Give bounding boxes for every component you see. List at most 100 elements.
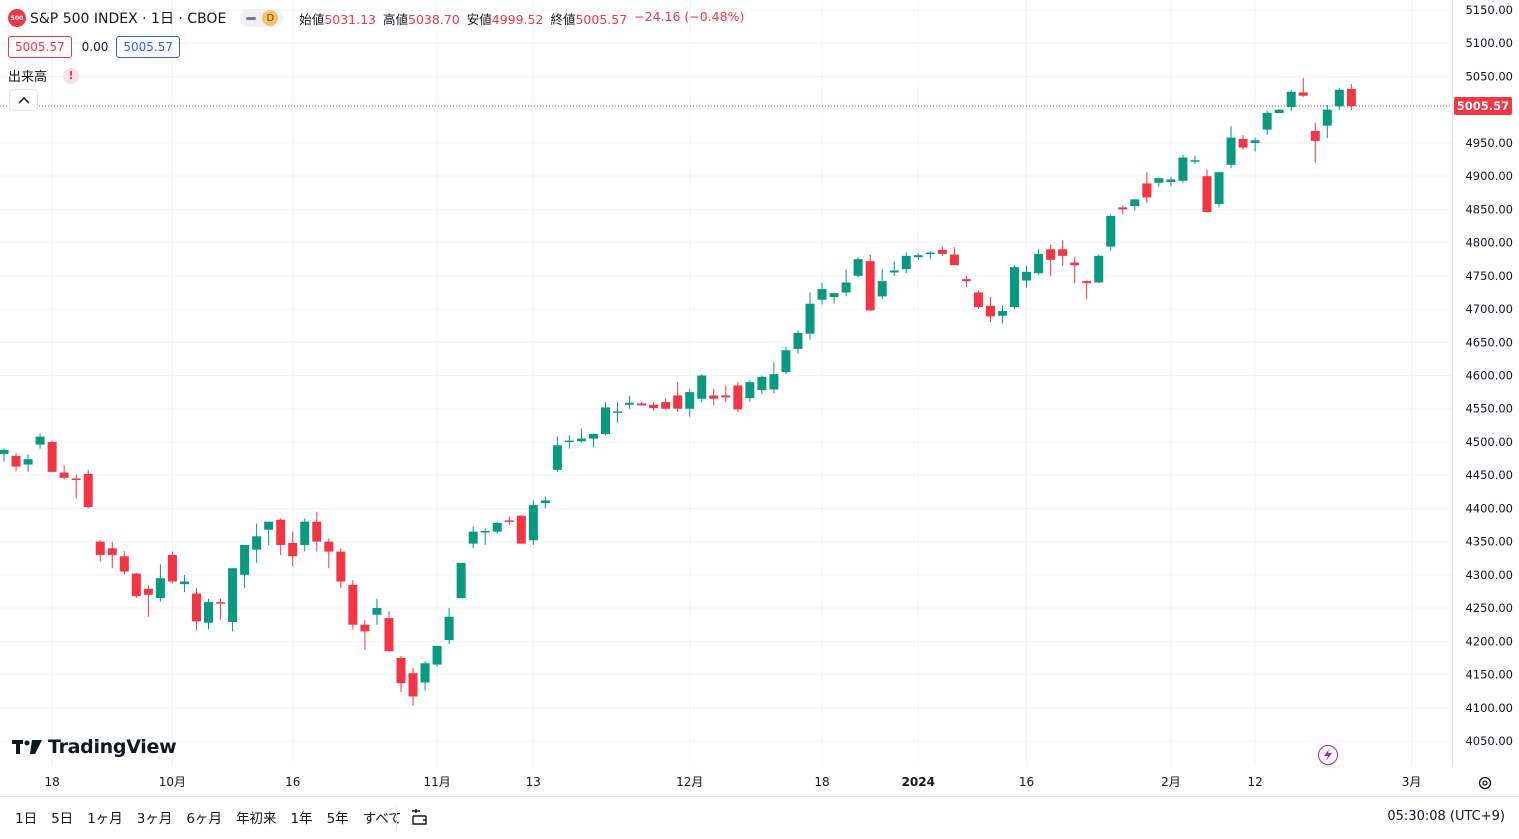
candle[interactable] [637,402,647,406]
candle[interactable] [793,330,803,354]
candle[interactable] [119,550,129,575]
candle[interactable] [985,297,995,323]
candle[interactable] [1082,280,1092,300]
candle[interactable] [228,568,238,632]
candle[interactable] [841,269,851,297]
settings-gear-icon[interactable] [1475,773,1495,793]
candle[interactable] [216,598,226,620]
candle[interactable] [191,588,201,631]
candle[interactable] [155,564,165,602]
symbol-title[interactable]: S&P 500 INDEX · 1日 · CBOE [30,11,227,27]
buy-price-button[interactable]: 5005.57 [116,36,180,58]
candle[interactable] [0,448,9,462]
chart-pane[interactable] [0,0,1452,766]
candle[interactable] [408,667,418,706]
candle[interactable] [937,246,947,256]
candle[interactable] [997,305,1007,324]
lightning-icon[interactable] [1318,745,1338,765]
candle[interactable] [829,292,839,304]
candle[interactable] [877,269,887,300]
candle[interactable] [817,282,827,305]
candle[interactable] [264,521,274,545]
volume-label[interactable]: 出来高 [8,70,48,85]
candle[interactable] [276,518,286,555]
candle[interactable] [1334,88,1344,110]
candle[interactable] [1190,155,1200,165]
candle[interactable] [1142,172,1152,203]
interval-pill[interactable]: D [240,9,284,27]
symbol-logo-badge[interactable]: 500 [8,9,26,27]
candle[interactable] [913,253,923,260]
candle[interactable] [673,382,683,413]
candle[interactable] [1286,89,1296,112]
time-axis[interactable]: 18 10月 16 11月 13 12月 18 2024 16 2月 12 3月 [0,766,1452,796]
candle[interactable] [721,385,731,403]
candle[interactable] [973,290,983,310]
candle[interactable] [1070,257,1080,284]
candle[interactable] [95,540,105,562]
candle[interactable] [1166,176,1176,187]
candle[interactable] [204,598,214,630]
candle[interactable] [11,453,21,472]
candle[interactable] [649,402,659,411]
candle[interactable] [336,548,346,589]
candle[interactable] [1214,172,1224,208]
candle[interactable] [1274,109,1284,114]
candle[interactable] [528,500,538,545]
candle[interactable] [661,398,671,410]
candle[interactable] [300,518,310,552]
candle[interactable] [1346,83,1356,111]
candle[interactable] [853,257,863,278]
candle[interactable] [420,661,430,691]
candle[interactable] [516,515,526,544]
candle[interactable] [1106,214,1116,251]
candle[interactable] [288,531,298,567]
candle[interactable] [685,388,695,417]
candle[interactable] [1310,122,1320,163]
range-5d-button[interactable]: 5日 [51,811,74,827]
candle[interactable] [1250,137,1260,152]
candle[interactable] [564,435,574,449]
candle[interactable] [1238,134,1248,150]
candle[interactable] [901,252,911,274]
candle[interactable] [71,474,81,499]
candle[interactable] [167,551,177,583]
candle[interactable] [865,254,875,312]
candle[interactable] [1262,111,1272,135]
candle[interactable] [348,580,358,630]
candle[interactable] [396,655,406,692]
candle[interactable] [757,375,767,395]
candle[interactable] [540,496,550,509]
candlestick-chart[interactable] [0,0,1452,766]
candle[interactable] [805,292,815,340]
candle[interactable] [1058,240,1068,266]
candle[interactable] [769,362,779,394]
candle[interactable] [143,584,153,617]
candle[interactable] [107,541,117,569]
candle[interactable] [35,433,45,449]
warning-icon[interactable]: ! [63,67,80,84]
candle[interactable] [1154,177,1164,187]
candle[interactable] [59,465,69,480]
candle[interactable] [1094,254,1104,284]
candle[interactable] [1010,265,1020,310]
candle[interactable] [613,402,623,423]
candle[interactable] [1322,105,1332,139]
candle[interactable] [709,388,719,406]
candle[interactable] [601,402,610,436]
compare-date-icon[interactable] [408,805,432,829]
candle[interactable] [131,572,141,599]
candle[interactable] [1046,244,1056,276]
candle[interactable] [588,433,598,448]
range-1d-button[interactable]: 1日 [15,811,38,827]
candle[interactable] [456,562,466,599]
range-ytd-button[interactable]: 年初来 [235,811,277,827]
tradingview-logo[interactable]: TradingView [12,736,177,758]
candle[interactable] [83,469,93,509]
candle[interactable] [925,251,935,260]
candle[interactable] [432,645,442,667]
candle[interactable] [1118,205,1128,215]
candle[interactable] [444,608,454,644]
candle[interactable] [745,380,755,403]
range-all-button[interactable]: すべて [362,811,402,827]
